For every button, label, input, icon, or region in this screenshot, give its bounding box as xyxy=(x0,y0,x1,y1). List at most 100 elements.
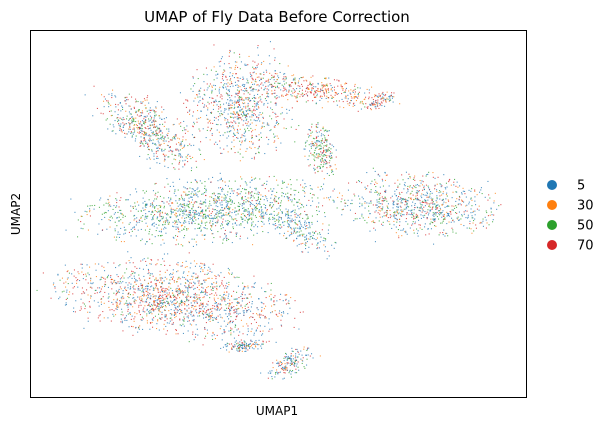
scatter-point-70 xyxy=(146,97,148,99)
scatter-point-5 xyxy=(158,329,160,331)
scatter-point-30 xyxy=(441,204,443,206)
scatter-point-5 xyxy=(256,66,258,68)
scatter-point-70 xyxy=(221,95,223,97)
scatter-point-5 xyxy=(152,204,154,206)
scatter-point-70 xyxy=(156,305,158,307)
scatter-point-50 xyxy=(227,95,229,97)
scatter-point-30 xyxy=(276,179,278,181)
scatter-point-70 xyxy=(278,202,280,204)
scatter-point-5 xyxy=(405,208,407,210)
scatter-point-5 xyxy=(166,178,168,180)
scatter-point-50 xyxy=(141,291,143,293)
scatter-point-70 xyxy=(316,206,318,208)
scatter-point-50 xyxy=(382,221,384,223)
scatter-point-5 xyxy=(270,197,272,199)
scatter-point-5 xyxy=(150,295,152,297)
scatter-point-70 xyxy=(157,291,159,293)
scatter-point-30 xyxy=(172,202,174,204)
scatter-point-70 xyxy=(98,315,100,317)
scatter-point-5 xyxy=(207,304,209,306)
scatter-point-30 xyxy=(89,211,91,213)
scatter-point-30 xyxy=(188,271,190,273)
scatter-point-70 xyxy=(139,314,141,316)
scatter-point-70 xyxy=(230,327,232,329)
scatter-point-30 xyxy=(281,106,283,108)
scatter-point-5 xyxy=(333,188,335,190)
scatter-point-30 xyxy=(223,291,225,293)
scatter-point-70 xyxy=(133,301,135,303)
scatter-point-70 xyxy=(252,142,254,144)
scatter-point-50 xyxy=(278,221,280,223)
scatter-point-5 xyxy=(148,312,150,314)
scatter-point-50 xyxy=(270,282,272,284)
scatter-point-30 xyxy=(317,186,319,188)
scatter-point-70 xyxy=(175,299,177,301)
scatter-point-70 xyxy=(361,182,363,184)
scatter-point-50 xyxy=(242,188,244,190)
scatter-point-70 xyxy=(195,300,197,302)
scatter-point-5 xyxy=(184,285,186,287)
scatter-point-5 xyxy=(160,305,162,307)
scatter-point-5 xyxy=(428,187,430,189)
scatter-point-5 xyxy=(227,295,229,297)
scatter-point-50 xyxy=(131,273,133,275)
scatter-point-50 xyxy=(364,219,366,221)
scatter-point-70 xyxy=(279,299,281,301)
scatter-point-5 xyxy=(434,212,436,214)
scatter-point-30 xyxy=(116,304,118,306)
scatter-point-5 xyxy=(185,214,187,216)
scatter-point-70 xyxy=(219,236,221,238)
scatter-point-30 xyxy=(149,263,151,265)
scatter-point-50 xyxy=(157,137,159,139)
scatter-point-5 xyxy=(281,112,283,114)
scatter-point-5 xyxy=(129,312,131,314)
scatter-point-70 xyxy=(208,210,210,212)
scatter-point-5 xyxy=(183,271,185,273)
scatter-point-5 xyxy=(230,99,232,101)
scatter-point-70 xyxy=(166,269,168,271)
scatter-point-5 xyxy=(214,302,216,304)
scatter-point-5 xyxy=(154,236,156,238)
scatter-point-30 xyxy=(180,311,182,313)
scatter-point-70 xyxy=(169,264,171,266)
scatter-point-30 xyxy=(175,313,177,315)
scatter-point-50 xyxy=(412,178,414,180)
scatter-point-50 xyxy=(196,182,198,184)
scatter-point-5 xyxy=(311,188,313,190)
scatter-point-5 xyxy=(190,262,192,264)
scatter-point-5 xyxy=(261,287,263,289)
scatter-point-5 xyxy=(246,148,248,150)
scatter-point-70 xyxy=(126,289,128,291)
scatter-point-5 xyxy=(145,204,147,206)
scatter-point-50 xyxy=(229,221,231,223)
scatter-point-30 xyxy=(417,216,419,218)
scatter-point-70 xyxy=(136,267,138,269)
scatter-point-50 xyxy=(244,128,246,130)
scatter-point-5 xyxy=(159,117,161,119)
scatter-point-5 xyxy=(141,141,143,143)
scatter-point-5 xyxy=(397,206,399,208)
scatter-point-50 xyxy=(272,216,274,218)
scatter-point-5 xyxy=(276,86,278,88)
scatter-point-50 xyxy=(150,118,152,120)
scatter-point-30 xyxy=(244,102,246,104)
scatter-point-70 xyxy=(155,111,157,113)
scatter-point-50 xyxy=(236,89,238,91)
scatter-point-50 xyxy=(108,296,110,298)
scatter-point-5 xyxy=(120,123,122,125)
scatter-point-30 xyxy=(61,277,63,279)
scatter-point-70 xyxy=(175,221,177,223)
scatter-point-70 xyxy=(154,126,156,128)
scatter-point-30 xyxy=(385,174,387,176)
scatter-point-5 xyxy=(243,312,245,314)
scatter-point-5 xyxy=(478,209,480,211)
scatter-point-70 xyxy=(212,122,214,124)
scatter-point-5 xyxy=(361,205,363,207)
scatter-point-70 xyxy=(185,286,187,288)
scatter-point-50 xyxy=(222,188,224,190)
scatter-point-50 xyxy=(154,112,156,114)
scatter-point-50 xyxy=(112,208,114,210)
scatter-point-5 xyxy=(221,201,223,203)
scatter-point-70 xyxy=(321,84,323,86)
scatter-point-70 xyxy=(99,320,101,322)
